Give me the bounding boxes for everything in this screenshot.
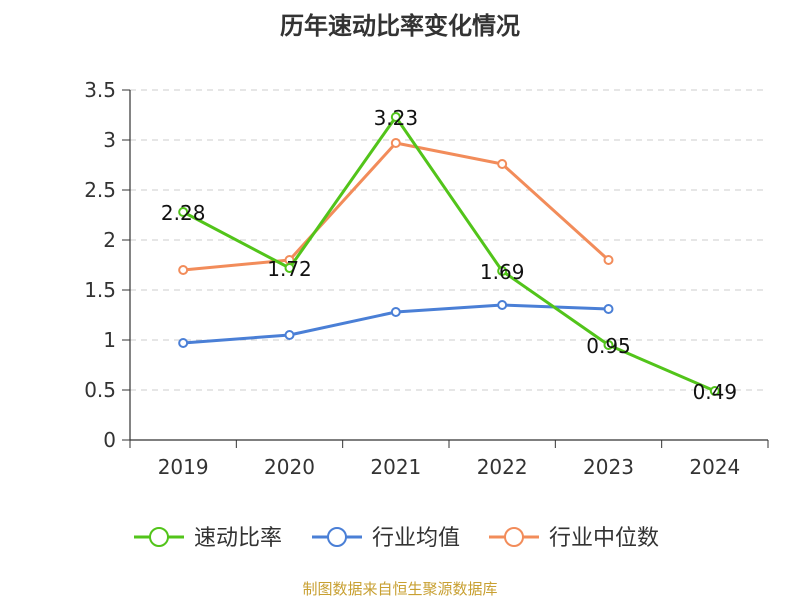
data-point: [178, 265, 189, 275]
legend-label[interactable]: 速动比率: [194, 526, 282, 551]
data-point: [284, 330, 295, 340]
series-line-1: [182, 115, 716, 393]
x-tick-label: 2021: [370, 455, 421, 479]
chart-title: 历年速动比率变化情况: [280, 12, 520, 40]
legend-label[interactable]: 行业中位数: [549, 526, 659, 551]
source-note: 制图数据来自恒生聚源数据库: [302, 580, 498, 598]
data-point: [497, 159, 508, 169]
y-tick-label: 1: [103, 328, 116, 352]
x-tick-label: 2019: [158, 455, 209, 479]
data-point: [603, 304, 614, 314]
y-tick-label: 2: [103, 228, 116, 252]
y-tick-label: 0: [103, 428, 116, 452]
y-tick-label: 3: [103, 128, 116, 152]
legend-marker: [327, 527, 347, 547]
data-point: [284, 263, 295, 273]
data-label: 1.69: [480, 260, 525, 284]
data-point: [497, 300, 508, 310]
series-line-3: [183, 141, 610, 272]
data-point: [178, 207, 189, 217]
data-point: [709, 386, 720, 396]
x-tick-label: 2022: [477, 455, 528, 479]
legend-marker: [504, 527, 524, 547]
x-tick-label: 2024: [689, 455, 740, 479]
data-label: 1.72: [267, 257, 312, 281]
data-label: 3.23: [374, 106, 419, 130]
data-point: [390, 307, 401, 317]
x-tick-label: 2020: [264, 455, 315, 479]
x-tick-label: 2023: [583, 455, 634, 479]
data-label: 0.49: [693, 380, 738, 404]
data-label: 2.28: [161, 201, 206, 225]
data-point: [390, 138, 401, 148]
y-tick-label: 2.5: [84, 178, 116, 202]
legend-marker: [149, 527, 169, 547]
data-point: [603, 255, 614, 265]
y-tick-label: 3.5: [84, 78, 116, 102]
data-point: [497, 266, 508, 276]
data-point: [390, 112, 401, 122]
data-label: 0.95: [586, 334, 631, 358]
data-point: [603, 340, 614, 350]
data-point: [178, 338, 189, 348]
y-tick-label: 0.5: [84, 378, 116, 402]
legend-label[interactable]: 行业均值: [372, 526, 460, 551]
y-tick-label: 1.5: [84, 278, 116, 302]
